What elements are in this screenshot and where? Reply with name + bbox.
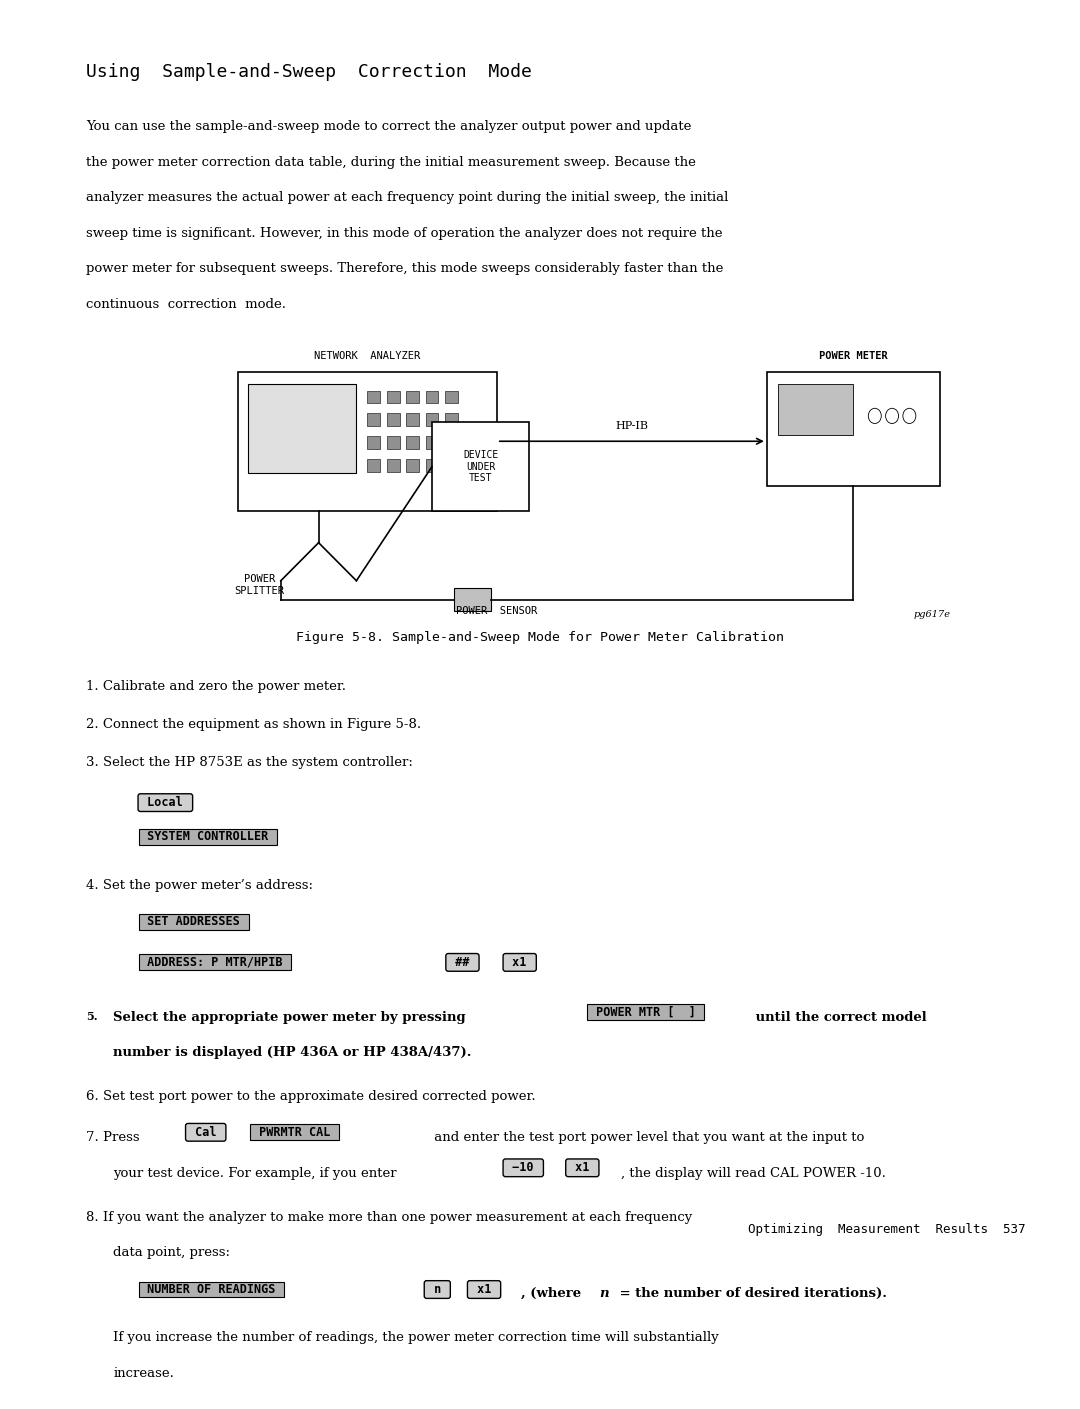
- Bar: [426, 390, 438, 403]
- FancyBboxPatch shape: [238, 372, 497, 511]
- Bar: [406, 459, 419, 472]
- Text: POWER
SPLITTER: POWER SPLITTER: [234, 575, 284, 596]
- Text: 6. Set test port power to the approximate desired corrected power.: 6. Set test port power to the approximat…: [86, 1091, 536, 1103]
- Text: ADDRESS: P MTR/HPIB: ADDRESS: P MTR/HPIB: [140, 955, 291, 969]
- Text: the power meter correction data table, during the initial measurement sweep. Bec: the power meter correction data table, d…: [86, 156, 697, 169]
- Text: = the number of desired iterations).: = the number of desired iterations).: [615, 1286, 887, 1301]
- Text: data point, press:: data point, press:: [113, 1247, 230, 1260]
- Text: n: n: [427, 1284, 448, 1296]
- Bar: [387, 390, 400, 403]
- FancyBboxPatch shape: [454, 589, 491, 612]
- Bar: [426, 459, 438, 472]
- Text: POWER MTR [  ]: POWER MTR [ ]: [589, 1006, 703, 1019]
- Text: ##: ##: [448, 955, 476, 969]
- Text: You can use the sample-and-sweep mode to correct the analyzer output power and u: You can use the sample-and-sweep mode to…: [86, 120, 692, 134]
- FancyBboxPatch shape: [778, 385, 853, 435]
- Text: pg617e: pg617e: [914, 610, 950, 619]
- Text: , (where: , (where: [521, 1286, 585, 1301]
- Text: continuous  correction  mode.: continuous correction mode.: [86, 297, 286, 311]
- Text: x1: x1: [470, 1284, 498, 1296]
- Bar: [445, 390, 458, 403]
- Bar: [367, 390, 380, 403]
- Text: SET ADDRESSES: SET ADDRESSES: [140, 916, 247, 929]
- Text: x1: x1: [505, 955, 534, 969]
- Text: 5.: 5.: [86, 1010, 98, 1022]
- Bar: [387, 413, 400, 426]
- Bar: [387, 459, 400, 472]
- Text: DEVICE
UNDER
TEST: DEVICE UNDER TEST: [463, 449, 498, 483]
- Bar: [445, 459, 458, 472]
- Text: and enter the test port power level that you want at the input to: and enter the test port power level that…: [430, 1131, 864, 1144]
- Text: −10: −10: [505, 1161, 541, 1174]
- Text: 3. Select the HP 8753E as the system controller:: 3. Select the HP 8753E as the system con…: [86, 755, 414, 769]
- Text: until the correct model: until the correct model: [751, 1010, 927, 1023]
- Bar: [445, 413, 458, 426]
- Text: Select the appropriate power meter by pressing: Select the appropriate power meter by pr…: [113, 1010, 471, 1023]
- Text: x1: x1: [568, 1161, 596, 1174]
- Bar: [406, 413, 419, 426]
- Text: 1. Calibrate and zero the power meter.: 1. Calibrate and zero the power meter.: [86, 679, 347, 693]
- Text: NETWORK  ANALYZER: NETWORK ANALYZER: [314, 351, 420, 361]
- Text: Cal: Cal: [188, 1126, 224, 1138]
- Bar: [426, 437, 438, 449]
- Text: PWRMTR CAL: PWRMTR CAL: [252, 1126, 337, 1138]
- Text: power meter for subsequent sweeps. Therefore, this mode sweeps considerably fast: power meter for subsequent sweeps. There…: [86, 262, 724, 276]
- Bar: [367, 437, 380, 449]
- FancyBboxPatch shape: [248, 385, 356, 473]
- Text: Local: Local: [140, 796, 190, 809]
- Text: 8. If you want the analyzer to make more than one power measurement at each freq: 8. If you want the analyzer to make more…: [86, 1210, 692, 1224]
- Bar: [406, 390, 419, 403]
- Bar: [426, 413, 438, 426]
- Bar: [445, 437, 458, 449]
- Text: sweep time is significant. However, in this mode of operation the analyzer does : sweep time is significant. However, in t…: [86, 227, 723, 240]
- Text: 4. Set the power meter’s address:: 4. Set the power meter’s address:: [86, 879, 313, 892]
- Text: Figure 5-8. Sample-and-Sweep Mode for Power Meter Calibration: Figure 5-8. Sample-and-Sweep Mode for Po…: [296, 631, 784, 644]
- Bar: [387, 437, 400, 449]
- FancyBboxPatch shape: [767, 372, 940, 486]
- Text: your test device. For example, if you enter: your test device. For example, if you en…: [113, 1167, 402, 1179]
- Text: SYSTEM CONTROLLER: SYSTEM CONTROLLER: [140, 830, 275, 844]
- Text: Optimizing  Measurement  Results  537: Optimizing Measurement Results 537: [748, 1223, 1026, 1236]
- Text: 2. Connect the equipment as shown in Figure 5-8.: 2. Connect the equipment as shown in Fig…: [86, 717, 421, 731]
- Text: If you increase the number of readings, the power meter correction time will sub: If you increase the number of readings, …: [113, 1332, 719, 1344]
- Text: HP-IB: HP-IB: [616, 421, 648, 431]
- Text: NUMBER OF READINGS: NUMBER OF READINGS: [140, 1284, 283, 1296]
- Text: number is displayed (HP 436A or HP 438A/437).: number is displayed (HP 436A or HP 438A/…: [113, 1045, 472, 1060]
- Text: n: n: [599, 1286, 609, 1301]
- Text: 7. Press: 7. Press: [86, 1131, 145, 1144]
- Text: Using  Sample-and-Sweep  Correction  Mode: Using Sample-and-Sweep Correction Mode: [86, 63, 532, 82]
- Text: POWER  SENSOR: POWER SENSOR: [456, 606, 538, 616]
- Text: , the display will read CAL POWER -10.: , the display will read CAL POWER -10.: [621, 1167, 886, 1179]
- Bar: [367, 413, 380, 426]
- FancyBboxPatch shape: [432, 423, 529, 511]
- Text: analyzer measures the actual power at each frequency point during the initial sw: analyzer measures the actual power at ea…: [86, 192, 729, 204]
- Bar: [367, 459, 380, 472]
- Bar: [406, 437, 419, 449]
- Text: POWER METER: POWER METER: [819, 351, 888, 361]
- Text: increase.: increase.: [113, 1367, 174, 1379]
